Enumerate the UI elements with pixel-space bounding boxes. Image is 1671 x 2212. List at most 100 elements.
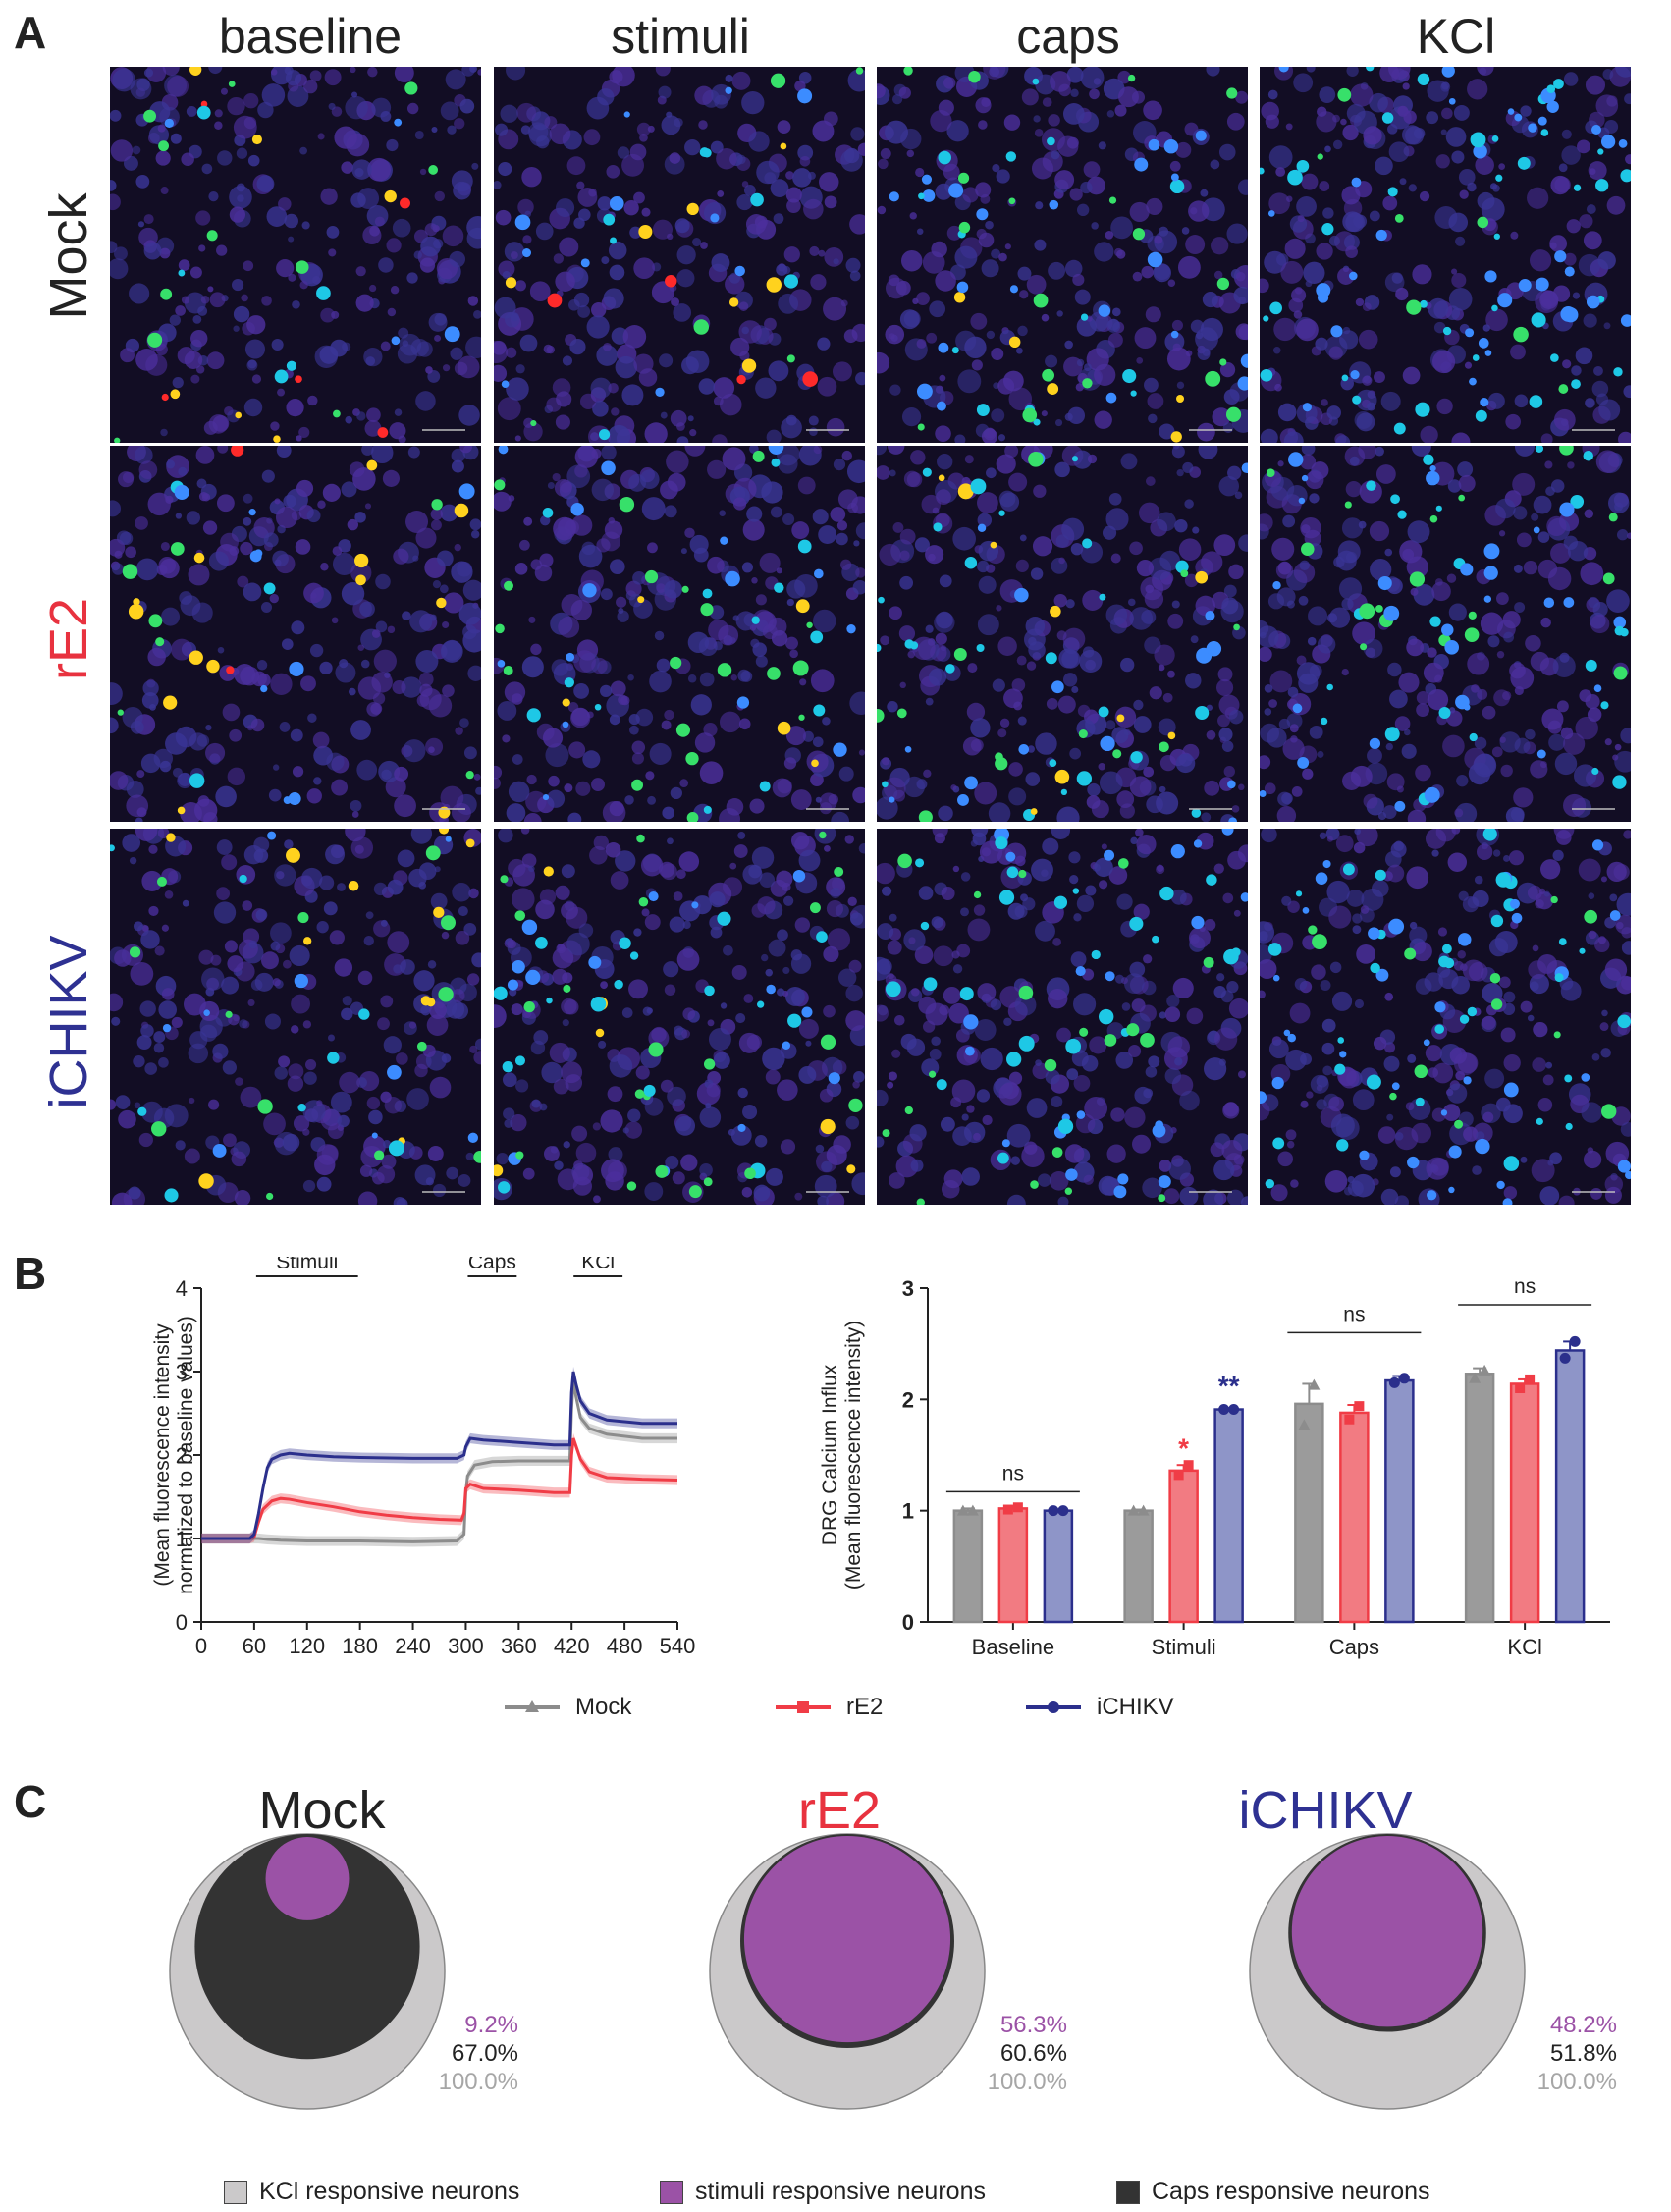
re2-legend-marker-icon <box>776 1701 831 1713</box>
series-line-re2 <box>201 1437 678 1540</box>
column-header-baseline: baseline <box>218 9 403 64</box>
caps-swatch-icon <box>1116 2180 1140 2204</box>
stimuli-circle <box>1291 1836 1483 2027</box>
data-point <box>1298 1419 1311 1430</box>
x-tick-label: 0 <box>195 1634 207 1658</box>
legend-label-mock: Mock <box>575 1694 632 1720</box>
column-header-caps: caps <box>1016 9 1120 64</box>
data-point <box>1479 1364 1491 1376</box>
kcl-percent: 100.0% <box>987 2069 1067 2095</box>
calcium-time-course-chart: DRG Calcium Influx (Mean fluorescence int… <box>147 1257 695 1658</box>
panel-c-letter: C <box>14 1776 47 1827</box>
venn-percentages-ichikv: 48.2% 51.8% 100.0% <box>1460 2011 1617 2096</box>
micrograph-re2-caps <box>877 446 1248 822</box>
y-tick-label: 3 <box>176 1360 188 1384</box>
bar-ichikv-caps <box>1384 1378 1415 1624</box>
column-header-kcl: KCl <box>1416 9 1496 64</box>
data-point <box>1137 1504 1150 1516</box>
x-tick-label: 60 <box>243 1634 266 1658</box>
significance-star-ichikv: ** <box>1218 1371 1240 1401</box>
micrograph-mock-caps <box>877 67 1248 443</box>
micrograph-mock-baseline <box>110 67 481 443</box>
micrograph-ichikv-kcl <box>1260 829 1631 1205</box>
venn-diagram-mock <box>169 1833 446 2110</box>
data-point <box>966 1504 979 1516</box>
panel-a-letter: A <box>14 7 47 58</box>
y-tick-label: 1 <box>902 1499 914 1524</box>
data-point <box>1525 1374 1536 1384</box>
data-point <box>956 1504 969 1516</box>
legend-label-caps: Caps responsive neurons <box>1152 2178 1430 2205</box>
kcl-percent: 100.0% <box>438 2069 518 2095</box>
y-tick-label: 2 <box>902 1387 914 1412</box>
stimulus-label-kcl: KCl <box>581 1257 615 1273</box>
y-tick-label: 0 <box>902 1610 914 1635</box>
bar-ichikv-stimuli <box>1213 1408 1244 1624</box>
row-header-mock: Mock <box>39 192 98 320</box>
y-tick-label: 2 <box>176 1443 188 1468</box>
data-point <box>1218 1404 1230 1416</box>
stimuli-circle <box>265 1837 350 1920</box>
x-tick-label: 420 <box>554 1634 590 1658</box>
legend-label-ichikv: iCHIKV <box>1097 1694 1174 1720</box>
legend-item-mock: Mock <box>503 1694 631 1721</box>
micrograph-mock-stimuli <box>494 67 865 443</box>
category-label-kcl: KCl <box>1507 1635 1541 1659</box>
stimuli-circle <box>743 1836 951 2043</box>
data-point <box>1183 1460 1194 1471</box>
significance-label-baseline: ns <box>1002 1462 1024 1484</box>
series-line-mock <box>201 1379 677 1543</box>
micrograph-ichikv-baseline <box>110 829 481 1205</box>
stimulus-label-caps: Caps <box>468 1257 516 1273</box>
category-label-baseline: Baseline <box>972 1635 1054 1659</box>
data-point <box>1012 1502 1023 1513</box>
x-tick-label: 360 <box>501 1634 537 1658</box>
y-tick-label: 1 <box>176 1527 188 1551</box>
venn-title-re2: rE2 <box>797 1781 882 1840</box>
category-label-stimuli: Stimuli <box>1152 1635 1216 1659</box>
kcl-percent: 100.0% <box>1536 2069 1617 2095</box>
caps-percent: 67.0% <box>451 2040 518 2067</box>
data-point <box>1228 1404 1240 1416</box>
data-point <box>1398 1373 1410 1384</box>
venn-percentages-mock: 9.2% 67.0% 100.0% <box>361 2011 518 2096</box>
panel-b-letter: B <box>14 1248 47 1299</box>
data-point <box>1048 1505 1059 1517</box>
bar-mock-kcl <box>1464 1373 1495 1624</box>
series-line-ichikv <box>201 1371 677 1540</box>
venn-title-ichikv: iCHIKV <box>1238 1781 1413 1840</box>
legend-item-stimuli: stimuli responsive neurons <box>660 2178 986 2206</box>
micrograph-ichikv-caps <box>877 829 1248 1205</box>
venn-title-mock: Mock <box>258 1781 386 1840</box>
data-point <box>1057 1505 1069 1517</box>
stimuli-percent: 56.3% <box>999 2012 1067 2038</box>
stimuli-percent: 9.2% <box>464 2012 518 2038</box>
y-tick-label: 4 <box>176 1276 188 1301</box>
stimulus-label-stimuli: Stimuli <box>276 1257 338 1273</box>
data-point <box>1469 1372 1482 1383</box>
data-point <box>1344 1414 1355 1425</box>
kcl-swatch-icon <box>224 2180 247 2204</box>
bar-re2-caps <box>1339 1411 1370 1624</box>
row-header-re2: rE2 <box>39 597 98 681</box>
micrograph-re2-kcl <box>1260 446 1631 822</box>
bar-chart-ylabel: DRG Calcium Influx <box>819 1364 841 1545</box>
y-tick-label: 0 <box>176 1610 188 1635</box>
bar-re2-baseline <box>997 1507 1029 1624</box>
x-tick-label: 120 <box>289 1634 325 1658</box>
micrograph-mock-kcl <box>1260 67 1631 443</box>
x-tick-label: 480 <box>607 1634 643 1658</box>
x-tick-label: 300 <box>448 1634 484 1658</box>
significance-label-kcl: ns <box>1514 1275 1536 1298</box>
bar-ichikv-baseline <box>1043 1509 1074 1624</box>
column-header-stimuli: stimuli <box>611 9 750 64</box>
caps-circle <box>194 1834 420 2060</box>
legend-item-caps: Caps responsive neurons <box>1116 2178 1430 2206</box>
legend-item-re2: rE2 <box>774 1694 883 1721</box>
legend-item-ichikv: iCHIKV <box>1024 1694 1174 1721</box>
line-chart-ylabel: normalized to baseline values) <box>175 1316 197 1594</box>
data-point <box>1388 1376 1400 1388</box>
venn-percentages-re2: 56.3% 60.6% 100.0% <box>910 2011 1067 2096</box>
data-point <box>1127 1504 1140 1516</box>
data-point <box>1308 1378 1321 1390</box>
